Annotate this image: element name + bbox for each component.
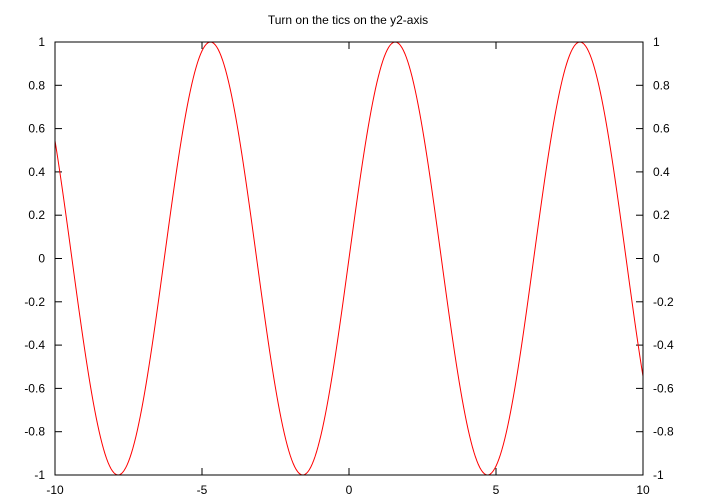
y2-tick-label: 0.2 <box>653 208 670 222</box>
y-tick-label: -0.8 <box>24 425 45 439</box>
y2-tick-label: -0.8 <box>653 425 674 439</box>
x-tick-label: 10 <box>636 483 650 497</box>
y-tick-label: 1 <box>38 35 45 49</box>
y-tick-label: 0.6 <box>28 122 45 136</box>
y-tick-label: -0.2 <box>24 295 45 309</box>
y-tick-label: -0.6 <box>24 381 45 395</box>
y-tick-label: 0.2 <box>28 208 45 222</box>
y2-tick-label: 0.4 <box>653 165 670 179</box>
series-line-sin-x <box>55 42 643 475</box>
y-tick-label: -1 <box>34 468 45 482</box>
tick-labels: -10 -5 0 5 10-1-0.8-0.6-0.4-0.200.20.40.60.8… <box>24 35 674 497</box>
y-tick-label: 0 <box>38 252 45 266</box>
x-tick-label: -10 <box>46 483 64 497</box>
y-tick-label: 0.4 <box>28 165 45 179</box>
y2-tick-label: 1 <box>653 35 660 49</box>
y2-tick-label: 0.8 <box>653 78 670 92</box>
y-tick-label: -0.4 <box>24 338 45 352</box>
y2-tick-label: -0.4 <box>653 338 674 352</box>
plot-area <box>55 42 643 475</box>
y2-tick-label: 0.6 <box>653 122 670 136</box>
x-tick-label: -5 <box>197 483 208 497</box>
y2-tick-label: 0 <box>653 252 660 266</box>
x-tick-label: 5 <box>493 483 500 497</box>
axis-ticks <box>54 41 644 476</box>
x-tick-label: 0 <box>346 483 353 497</box>
plot-frame <box>54 41 644 476</box>
y-tick-label: 0.8 <box>28 78 45 92</box>
y2-tick-label: -1 <box>653 468 664 482</box>
chart-title: Turn on the tics on the y2-axis <box>268 13 428 27</box>
y2-tick-label: -0.6 <box>653 381 674 395</box>
y2-tick-label: -0.2 <box>653 295 674 309</box>
